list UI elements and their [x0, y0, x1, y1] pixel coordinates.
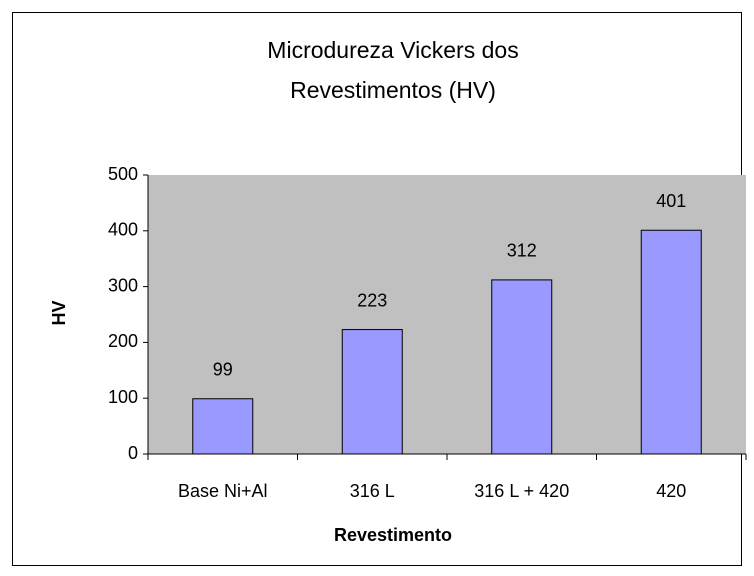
y-axis-title: HV [49, 300, 69, 325]
chart-title: Microdureza Vickers dos Revestimentos (H… [267, 37, 519, 103]
y-tick-label: 400 [108, 220, 138, 240]
y-tick-label: 200 [108, 331, 138, 351]
y-tick-label: 100 [108, 387, 138, 407]
x-tick-label: 316 L [350, 481, 395, 501]
x-tick-label: 420 [656, 481, 686, 501]
bar [192, 398, 254, 455]
x-tick-label: Base Ni+Al [178, 481, 268, 501]
data-label: 401 [656, 191, 686, 211]
data-label: 223 [357, 290, 387, 310]
bar [341, 329, 403, 455]
y-tick-label: 500 [108, 164, 138, 184]
y-tick-label: 300 [108, 275, 138, 295]
x-tick-label: 316 L + 420 [474, 481, 569, 501]
x-axis-title: Revestimento [334, 525, 452, 545]
bar [491, 279, 553, 455]
data-label: 99 [213, 360, 233, 380]
y-tick-label: 0 [128, 443, 138, 463]
data-label: 312 [507, 241, 537, 261]
bar [640, 229, 702, 455]
